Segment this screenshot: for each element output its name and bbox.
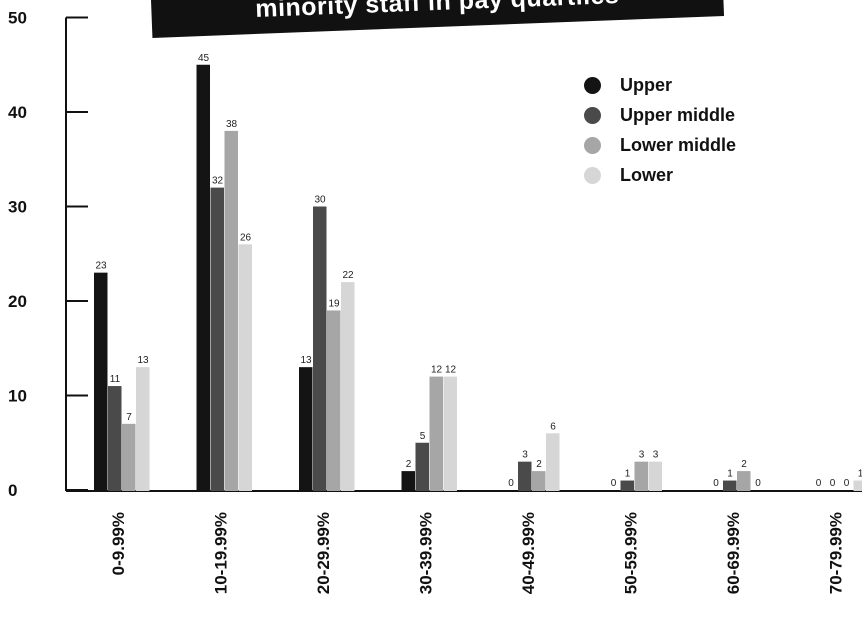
x-tick-label: 20-29.99% <box>314 512 333 594</box>
chart-x-ticks: 0-9.99% 10-19.99% 20-29.99% 30-39.99% 40-49.… <box>109 512 846 594</box>
data-label: 26 <box>240 232 252 243</box>
bar <box>224 130 238 491</box>
bar <box>737 471 751 491</box>
bar <box>327 310 341 491</box>
bar <box>196 64 210 491</box>
bar <box>634 461 648 491</box>
data-label: 1 <box>625 469 631 480</box>
data-label: 1 <box>727 469 733 480</box>
data-label: 2 <box>536 459 542 470</box>
data-label: 22 <box>342 270 354 281</box>
bar <box>313 206 327 491</box>
x-tick-label: 30-39.99% <box>417 512 436 594</box>
data-label: 12 <box>431 365 443 376</box>
data-label: 0 <box>611 478 617 489</box>
legend-item: Upper middle <box>584 100 736 130</box>
legend-swatch-icon <box>584 76 601 94</box>
bar <box>238 244 252 491</box>
legend-label: Lower <box>620 164 674 185</box>
data-label: 0 <box>844 478 850 489</box>
legend-swatch-icon <box>584 136 601 154</box>
bar <box>620 480 634 491</box>
data-label: 12 <box>445 365 457 376</box>
bar <box>546 433 560 491</box>
legend-item: Lower middle <box>584 130 736 160</box>
data-label: 5 <box>420 431 426 442</box>
data-label: 0 <box>508 478 514 489</box>
data-label: 32 <box>212 176 224 187</box>
x-tick-label: 40-49.99% <box>519 512 538 594</box>
x-tick-label: 50-59.99% <box>622 512 641 594</box>
data-label: 2 <box>741 459 747 470</box>
bar <box>648 461 662 491</box>
data-label: 3 <box>522 450 528 461</box>
data-label: 11 <box>110 374 121 385</box>
y-tick-label: 20 <box>8 292 27 311</box>
legend-item: Upper <box>584 70 736 100</box>
x-tick-label: 10-19.99% <box>212 512 231 594</box>
legend-swatch-icon <box>584 106 601 124</box>
y-tick-label: 30 <box>8 198 27 217</box>
y-tick-label: 40 <box>8 103 27 122</box>
legend-label: Upper <box>620 74 673 95</box>
x-tick-label: 0-9.99% <box>109 512 128 575</box>
bar <box>94 272 108 491</box>
bar <box>853 480 862 491</box>
data-label: 30 <box>314 195 326 206</box>
bar <box>415 442 429 491</box>
chart-bars <box>94 64 862 491</box>
bar <box>401 471 415 491</box>
bar <box>299 367 313 491</box>
bar <box>136 367 150 491</box>
data-label: 23 <box>95 261 107 272</box>
bar <box>443 376 457 491</box>
chart-legend: Upper Upper middle Lower middle Lower <box>584 70 736 190</box>
data-label: 0 <box>713 478 719 489</box>
data-label: 0 <box>755 478 761 489</box>
bar <box>723 480 737 491</box>
data-label: 45 <box>198 53 210 64</box>
data-label: 0 <box>830 478 836 489</box>
bar <box>532 471 546 491</box>
y-tick-label: 50 <box>8 9 27 28</box>
data-label: 0 <box>816 478 822 489</box>
legend-label: Lower middle <box>620 134 737 155</box>
bar <box>429 376 443 491</box>
legend-item: Lower <box>584 160 736 190</box>
data-label: 7 <box>126 412 132 423</box>
bar <box>518 461 532 491</box>
data-label: 13 <box>137 355 149 366</box>
bar <box>341 282 355 491</box>
bar <box>108 386 122 491</box>
bar <box>122 423 136 491</box>
data-label: 3 <box>639 450 645 461</box>
data-label: 13 <box>300 355 312 366</box>
data-label: 6 <box>550 421 556 432</box>
legend-label: Upper middle <box>620 104 736 125</box>
data-label: 2 <box>406 459 412 470</box>
y-tick-label: 10 <box>8 387 27 406</box>
x-tick-label: 70-79.99% <box>827 512 846 594</box>
chart-title: minority staff in pay quartiles <box>254 0 620 23</box>
x-tick-label: 60-69.99% <box>724 512 743 594</box>
data-label: 1 <box>858 469 862 480</box>
data-label: 3 <box>653 450 659 461</box>
y-tick-label: 0 <box>8 481 17 500</box>
legend-swatch-icon <box>584 166 601 184</box>
data-label: 19 <box>328 298 340 309</box>
bar <box>210 187 224 491</box>
data-label: 38 <box>226 119 238 130</box>
